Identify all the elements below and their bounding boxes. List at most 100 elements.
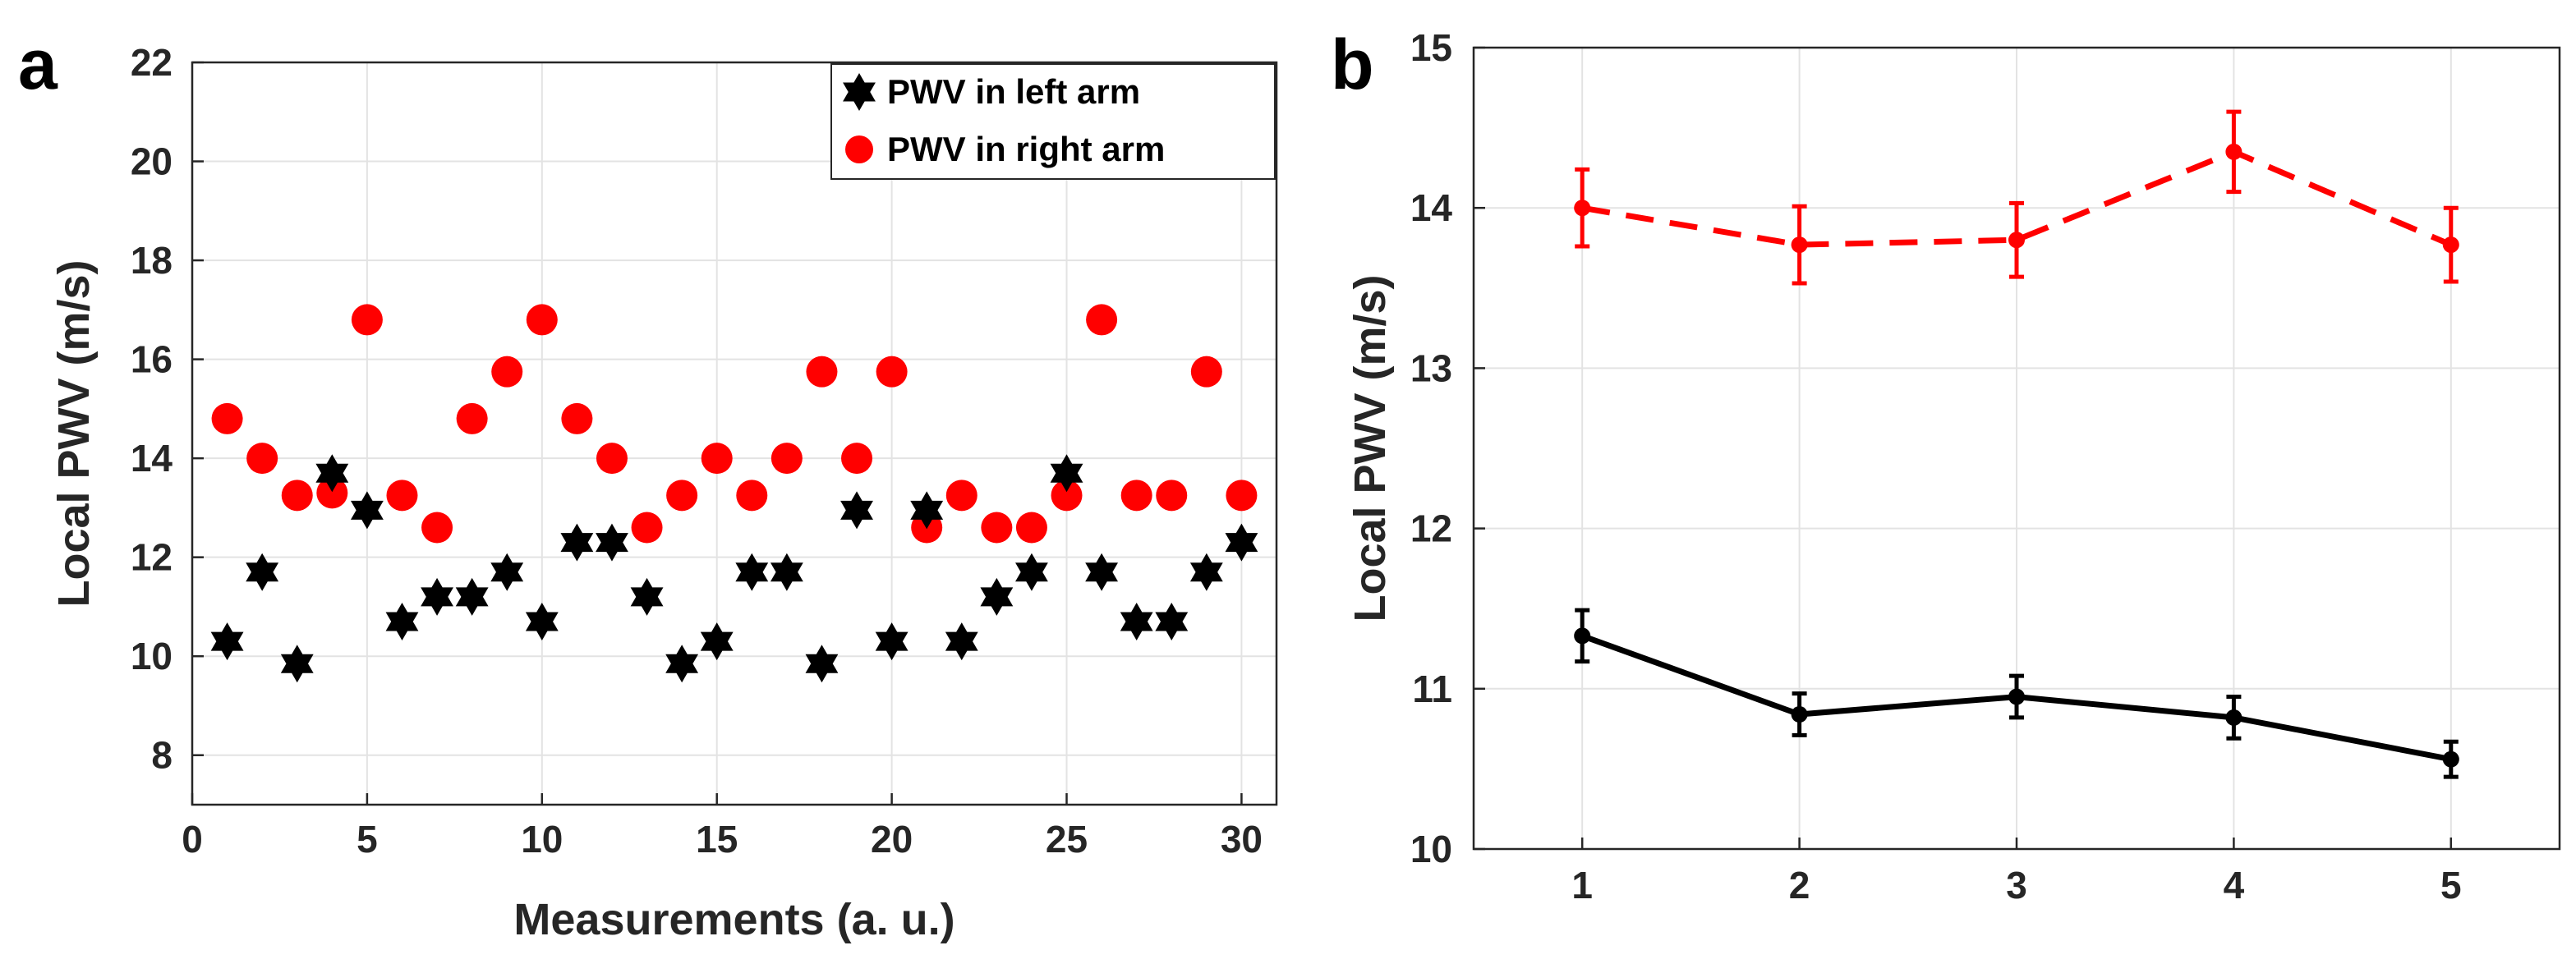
x-tick-label-a: 10 [521,818,563,861]
data-point [2442,750,2459,768]
data-point [1791,706,1808,723]
point-left-arm [1189,553,1223,591]
legend-marker-left-arm [843,73,876,111]
point-left-arm [700,622,734,661]
data-point [2225,143,2242,160]
point-right-arm [561,402,593,434]
point-right-arm [1156,480,1188,512]
point-right-arm [1086,304,1118,336]
point-left-arm [1120,603,1153,641]
point-left-arm [630,577,664,616]
y-tick-label-a: 20 [131,140,172,183]
legend-label-left-arm: PWV in left arm [887,72,1140,111]
point-right-arm [841,443,873,475]
point-right-arm [1226,480,1258,512]
point-right-arm [701,443,733,475]
point-right-arm [526,304,558,336]
data-point [1574,627,1591,645]
point-right-arm [456,402,488,434]
point-left-arm [805,645,839,683]
point-left-arm [735,553,769,591]
point-left-arm [665,645,699,683]
point-left-arm [910,491,944,530]
point-right-arm [1051,480,1083,512]
point-right-arm [806,356,838,388]
x-tick-label-b: 4 [2224,864,2245,906]
point-right-arm [1015,512,1047,544]
point-right-arm [1190,356,1222,388]
data-point [2442,236,2459,254]
legend-label-right-arm: PWV in right arm [887,130,1165,168]
point-right-arm [281,480,313,512]
point-left-arm [560,523,594,562]
x-tick-label-b: 5 [2440,864,2462,906]
y-tick-label-b: 10 [1410,828,1452,870]
marks-b [1574,109,2459,779]
y-tick-label-a: 8 [151,734,172,777]
y-tick-label-b: 14 [1410,186,1453,229]
series-line-right-arm [1581,149,2453,248]
point-left-arm [246,553,279,591]
x-tick-label-a: 20 [871,818,913,861]
point-left-arm [490,553,524,591]
point-left-arm [1225,523,1258,562]
point-left-arm [421,577,453,616]
marks-a [210,304,1258,683]
y-tick-label-b: 13 [1410,347,1452,389]
point-left-arm [455,577,489,616]
point-right-arm [351,304,383,336]
point-right-arm [981,512,1013,544]
point-right-arm [421,512,453,544]
point-left-arm [385,603,419,641]
point-left-arm [350,491,384,530]
x-tick-label-a: 0 [182,818,203,861]
point-left-arm [1085,553,1119,591]
point-right-arm [316,477,348,509]
legend-marker-right-arm [845,135,873,163]
legend-a: PWV in left arm PWV in right arm [830,63,1276,180]
x-tick-label-b: 2 [1789,864,1810,906]
legend-box-a [830,63,1276,180]
y-tick-label-a: 16 [131,338,172,381]
point-left-arm [210,622,244,661]
point-right-arm [736,480,768,512]
point-left-arm [315,454,349,493]
panel-letter-a: a [18,25,58,104]
y-tick-label-b: 15 [1410,26,1452,69]
point-left-arm [770,553,803,591]
x-tick-label-a: 5 [356,818,378,861]
plot-area-a [192,62,1276,805]
x-tick-label-b: 1 [1571,864,1593,906]
y-tick-label-a: 12 [131,536,172,579]
point-left-arm [525,603,559,641]
x-tick-label-a: 25 [1046,818,1088,861]
x-axis-label-a: Measurements (a. u.) [513,895,954,944]
point-right-arm [246,443,278,475]
point-right-arm [211,402,243,434]
axes-box-a [191,61,1278,806]
point-left-arm [980,577,1014,616]
point-right-arm [770,443,803,475]
point-right-arm [596,443,628,475]
point-left-arm [280,645,314,683]
panel-a-scatter-plot: 0 5 10 15 20 25 30 8 10 12 14 16 18 20 22 Measurements… [49,41,1278,944]
point-left-arm [945,622,978,661]
point-right-arm [1120,480,1152,512]
x-tick-label-b: 3 [2006,864,2027,906]
data-point [2008,688,2025,705]
y-tick-label-b: 12 [1410,507,1452,550]
ticks-a: 0 5 10 15 20 25 30 8 10 12 14 16 18 20 22 [131,41,1263,861]
point-left-arm [1050,454,1083,493]
point-left-arm [596,523,628,562]
y-tick-label-a: 18 [131,239,172,282]
point-left-arm [1015,553,1048,591]
x-tick-label-a: 30 [1221,818,1263,861]
point-right-arm [491,356,523,388]
point-right-arm [631,512,663,544]
data-point [1791,236,1808,254]
data-point [1574,200,1591,217]
point-right-arm [876,356,908,388]
data-point [2008,232,2025,249]
